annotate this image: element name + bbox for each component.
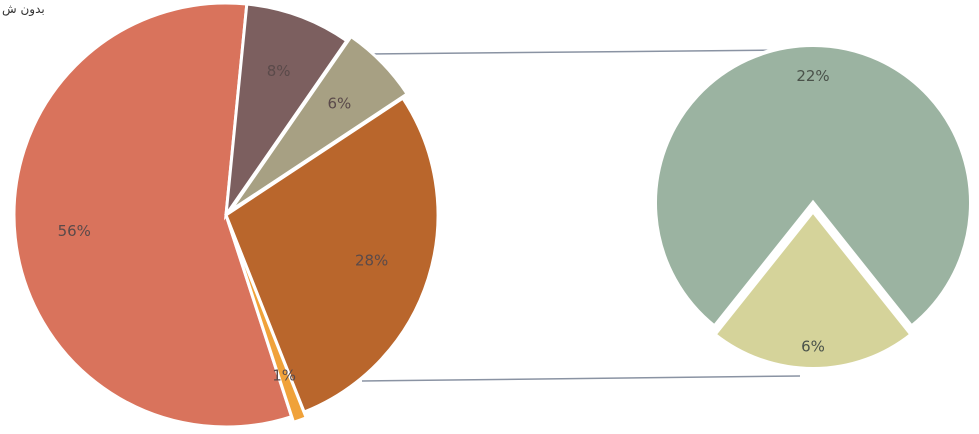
pie-label-6pct: 6% <box>328 95 352 113</box>
pie-label-1pct: 1% <box>272 367 296 385</box>
pie-slice-6pct <box>229 34 410 213</box>
detail-slice-6pct <box>711 207 915 371</box>
detail-slice-22pct <box>653 43 973 330</box>
detail-label-22pct: 22% <box>796 67 829 85</box>
pie-label-8pct: 8% <box>267 62 291 80</box>
pie-label-56pct: 56% <box>58 222 91 240</box>
pie-slice-8pct <box>223 2 349 221</box>
pie-slice-28pct <box>224 96 440 415</box>
detail-label-6pct: 6% <box>801 337 825 355</box>
connector-line-top <box>363 49 791 55</box>
pie-slice-1pct <box>226 220 309 425</box>
pie-slice-56pct <box>12 1 294 429</box>
chart-title: بدون ش <box>2 2 45 16</box>
pie-label-28pct: 28% <box>355 251 388 269</box>
connector-line-bottom <box>361 375 801 382</box>
